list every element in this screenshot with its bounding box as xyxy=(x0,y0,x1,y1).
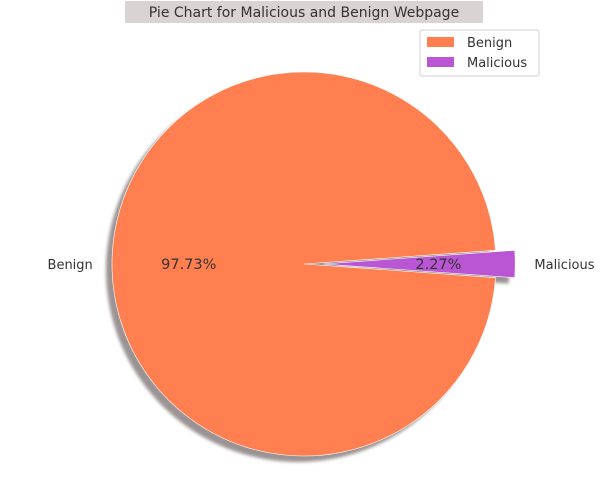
chart-title-background xyxy=(125,1,483,23)
legend-label-benign: Benign xyxy=(467,36,512,51)
percent-label-malicious: 2.27% xyxy=(415,257,461,273)
legend: Benign Malicious xyxy=(419,29,540,77)
pie-slice-malicious xyxy=(323,249,516,279)
percent-label-benign: 97.73% xyxy=(161,257,216,273)
pie-slices xyxy=(111,71,516,457)
legend-swatch-benign xyxy=(427,37,454,47)
slice-label-benign: Benign xyxy=(48,258,93,273)
legend-label-malicious: Malicious xyxy=(467,56,527,71)
slice-label-malicious: Malicious xyxy=(534,258,594,273)
pie-slice-benign xyxy=(111,71,496,457)
legend-swatch-malicious xyxy=(427,57,454,67)
pie-labels: Benign 97.73% Malicious 2.27% xyxy=(48,257,595,273)
chart-title: Pie Chart for Malicious and Benign Webpa… xyxy=(149,5,459,21)
